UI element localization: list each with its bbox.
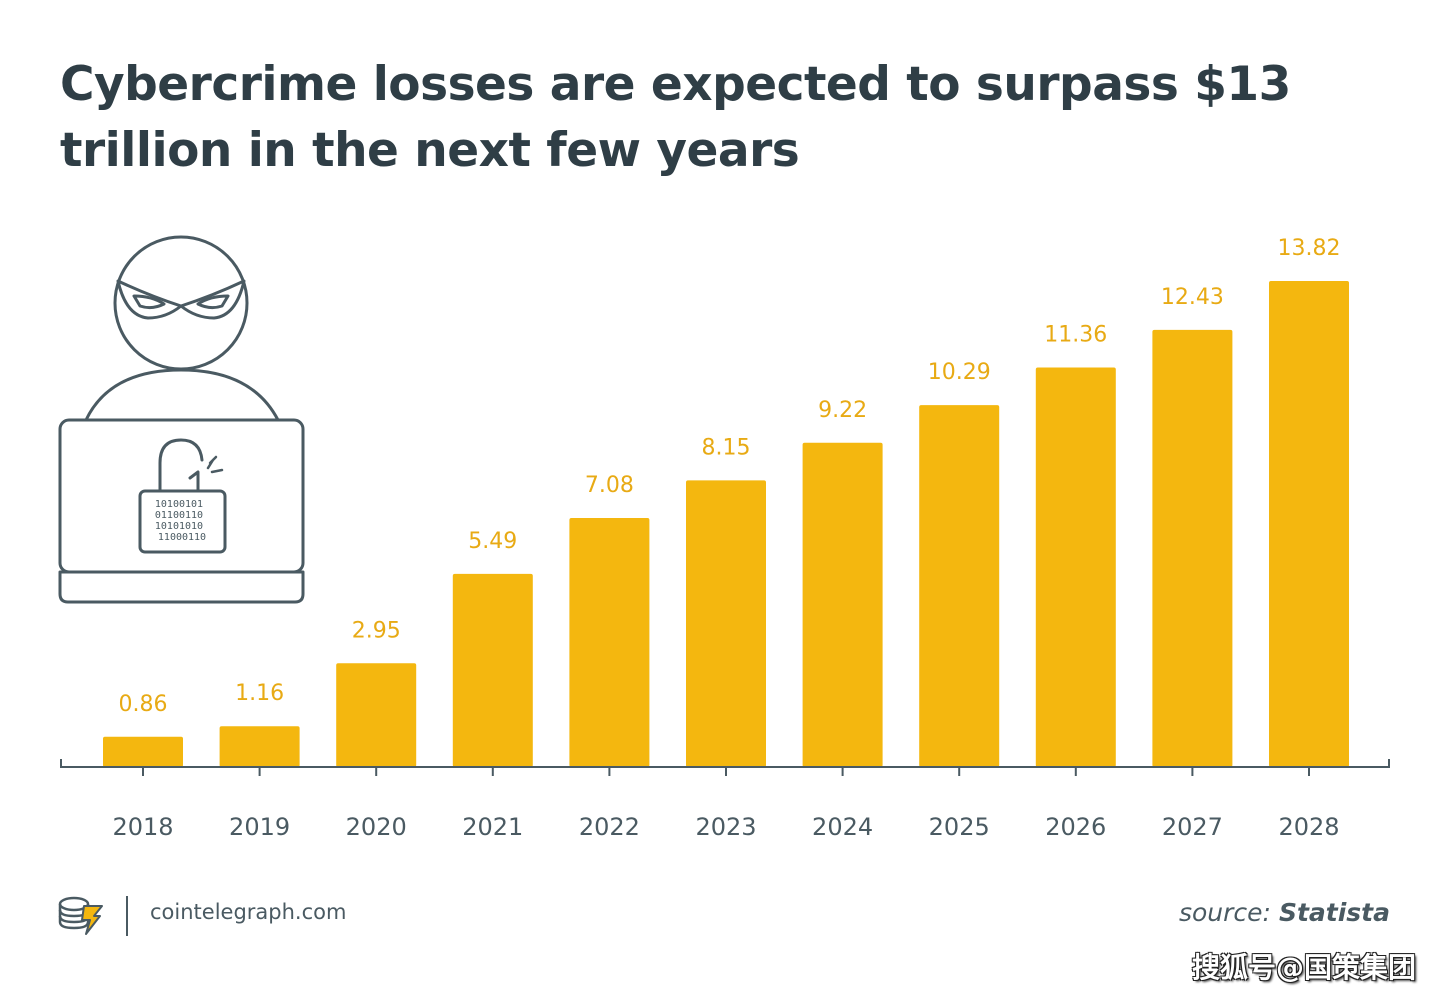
bar-2028 (1269, 281, 1349, 767)
hacker-eye-right (196, 294, 230, 310)
bar-2021 (452, 573, 533, 767)
x-tick-label-2022: 2022 (579, 813, 640, 841)
bar-2022 (569, 518, 650, 767)
footer-site-url[interactable]: cointelegraph.com (150, 900, 347, 924)
padlock-body (138, 489, 227, 554)
hacker-shoulders (84, 368, 280, 422)
source-name: Statista (1278, 898, 1390, 927)
source-prefix: source: (1178, 898, 1279, 927)
footer-divider (126, 896, 128, 936)
bar-2019 (219, 726, 300, 767)
value-label-2021: 5.49 (468, 529, 517, 554)
x-tick-label-2024: 2024 (812, 813, 873, 841)
source-credit: source: Statista (1179, 898, 1390, 927)
value-label-2019: 1.16 (235, 681, 284, 706)
bar-2018 (103, 736, 183, 767)
hacker-with-laptop-icon: 10100101 01100110 10101010 11000110 (58, 235, 305, 604)
x-ticks-group (142, 767, 1310, 776)
x-tick-label-2021: 2021 (462, 813, 523, 841)
x-tick-label-2027: 2027 (1162, 813, 1223, 841)
laptop-base (58, 570, 305, 604)
bar-2024 (802, 442, 883, 767)
bar-2025 (919, 405, 1000, 767)
value-label-2018: 0.86 (119, 692, 168, 717)
hacker-eye-left (132, 294, 166, 310)
value-label-2026: 11.36 (1044, 323, 1107, 348)
value-label-2028: 13.82 (1278, 236, 1341, 261)
padlock-spark (206, 455, 224, 474)
value-label-2027: 12.43 (1161, 285, 1224, 310)
x-tick-label-2018: 2018 (112, 813, 173, 841)
value-label-2022: 7.08 (585, 473, 634, 498)
watermark: 搜狐号@国策集团 (1191, 951, 1416, 984)
x-tick-labels-group: 2018 2019 2020 2021 2022 2023 2024 2025 2026 2027… (112, 813, 1339, 841)
bars-group (103, 281, 1349, 767)
hacker-head (113, 235, 249, 371)
value-label-2024: 9.22 (818, 398, 867, 423)
bar-2027 (1152, 329, 1233, 767)
x-tick-label-2019: 2019 (229, 813, 290, 841)
value-labels-group: 0.86 1.16 2.95 5.49 7.08 8.15 9.22 10.29 11.36 12… (119, 236, 1341, 717)
x-tick-label-2023: 2023 (695, 813, 756, 841)
padlock-shackle (158, 438, 204, 494)
cointelegraph-logo-icon (58, 896, 103, 935)
x-tick-label-2020: 2020 (346, 813, 407, 841)
x-tick-label-2025: 2025 (929, 813, 990, 841)
padlock-binary: 10100101 01100110 10101010 11000110 (155, 499, 209, 543)
value-label-2023: 8.15 (702, 435, 751, 460)
bar-2026 (1035, 367, 1116, 767)
bar-2020 (336, 663, 417, 767)
x-tick-label-2026: 2026 (1045, 813, 1106, 841)
hacker-mask (116, 279, 246, 320)
value-label-2025: 10.29 (928, 360, 991, 385)
value-label-2020: 2.95 (352, 618, 401, 643)
bar-2023 (686, 480, 766, 767)
chart-title: Cybercrime losses are expected to surpas… (60, 57, 1291, 178)
x-tick-label-2028: 2028 (1278, 813, 1339, 841)
